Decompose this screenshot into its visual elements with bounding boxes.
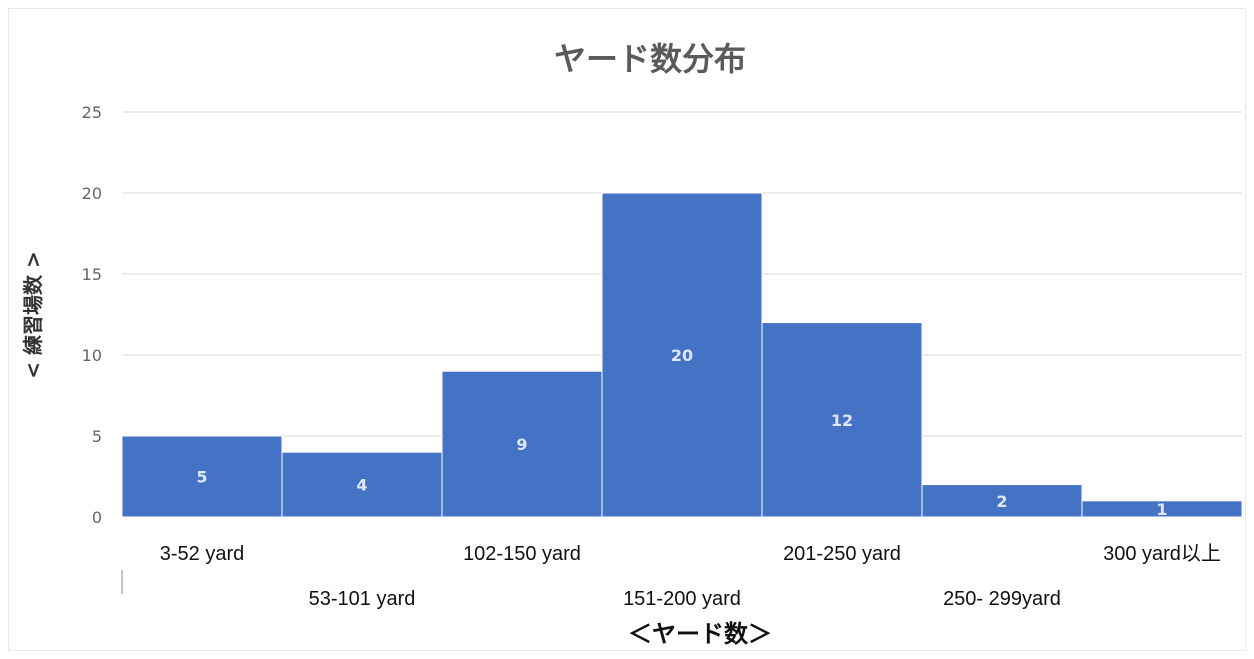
bar-3-52 yard [121, 435, 283, 518]
x-category-label: 53-101 yard [309, 588, 416, 610]
x-axis-categories: 3-52 yard 53-101 yard 102-150 yard 151-200 … [160, 542, 1221, 610]
x-category-label: 102-150 yard [463, 543, 581, 565]
chart-frame [8, 8, 1246, 651]
y-tick-label: 20 [82, 184, 102, 203]
y-tick-label: 0 [92, 508, 102, 527]
y-tick-label: 5 [92, 427, 102, 446]
data-label: 5 [196, 468, 207, 487]
bar-151-200 yard [601, 192, 763, 518]
bar-53-101 yard [281, 451, 443, 518]
y-tick-label: 25 [82, 103, 102, 122]
bar-300 yard以上 [1081, 500, 1243, 518]
data-labels: 5 4 9 20 12 2 1 [196, 346, 1167, 519]
data-label: 1 [1156, 500, 1167, 519]
x-category-label: 250- 299yard [943, 588, 1061, 610]
data-label: 9 [516, 435, 527, 454]
chart-title: ヤード数分布 [554, 40, 746, 78]
y-tick-label: 15 [82, 265, 102, 284]
bar-201-250 yard [761, 322, 923, 518]
data-label: 2 [996, 492, 1007, 511]
bars [121, 192, 1243, 518]
data-label: 20 [671, 346, 693, 365]
y-axis-title: < 練習場数 > [21, 251, 45, 378]
x-category-label: 201-250 yard [783, 543, 901, 565]
y-tick-label: 10 [82, 346, 102, 365]
y-axis-ticks: 0 5 10 15 20 25 [82, 103, 102, 527]
data-label: 4 [356, 476, 367, 495]
x-category-label: 151-200 yard [623, 588, 741, 610]
data-label: 12 [831, 411, 853, 430]
x-axis-title: ＜ヤード数＞ [628, 620, 772, 648]
x-category-label: 3-52 yard [160, 543, 245, 565]
bar-102-150 yard [441, 370, 603, 518]
x-category-label: 300 yard以上 [1103, 542, 1221, 565]
